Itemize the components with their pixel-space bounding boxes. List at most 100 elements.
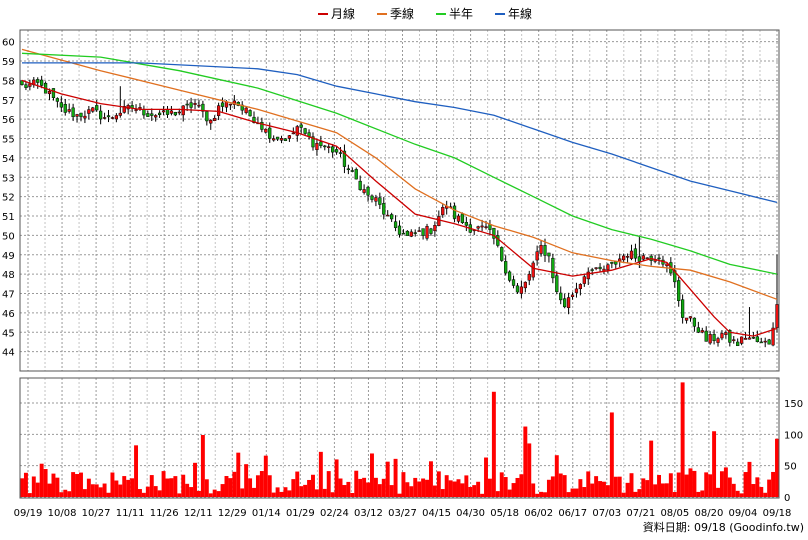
volume-bar (342, 485, 347, 497)
candle-body (201, 103, 205, 112)
price-tick-label: 57 (2, 96, 15, 107)
date-tick-label: 01/14 (252, 508, 281, 519)
volume-bar (279, 491, 284, 497)
volume-bar (653, 484, 658, 497)
price-axis-labels: 44 45 46 47 48 49 50 51 52 53 54 55 56 57 58 59 60 (2, 38, 15, 359)
volume-bar (586, 471, 591, 497)
volume-bar (23, 472, 28, 497)
volume-bar (499, 472, 504, 497)
candle-body (213, 117, 217, 122)
candle-body (700, 330, 704, 333)
volume-bar (43, 469, 48, 497)
legend-label: 月線 (331, 6, 355, 21)
candle-body (610, 261, 614, 264)
volume-bar (47, 483, 52, 497)
volume-bar (562, 475, 567, 497)
candle-body (327, 146, 331, 148)
volume-bar (527, 443, 532, 497)
volume-bar (637, 489, 642, 497)
volume-bar (75, 474, 80, 497)
candle-body (539, 244, 543, 254)
candle-body (507, 271, 512, 281)
volume-bar (495, 491, 500, 497)
candle-body (641, 255, 645, 260)
candle-body (677, 280, 681, 301)
volume-bar (491, 391, 496, 497)
volume-bar (405, 482, 410, 497)
candle-body (578, 284, 583, 290)
candle-body (106, 115, 111, 118)
volume-bar (664, 483, 669, 497)
candle-body (173, 111, 177, 116)
price-tick-label: 51 (2, 212, 15, 223)
volume-bar (452, 481, 457, 497)
candle-body (421, 228, 425, 236)
volume-bar (731, 483, 736, 497)
volume-bar (275, 487, 280, 497)
volume-bar (413, 477, 418, 497)
volume-bar (385, 461, 390, 497)
candle-body (476, 226, 480, 229)
volume-bar (295, 471, 300, 497)
candle-body (378, 197, 382, 205)
candle-body (413, 232, 417, 234)
volume-bar (287, 490, 292, 497)
legend-label: 年線 (508, 6, 532, 21)
volume-bar (153, 486, 158, 497)
candle-body (390, 214, 394, 220)
candle-body (220, 102, 225, 107)
candle-body (515, 285, 520, 293)
candle-body (688, 316, 693, 319)
candle-body (161, 110, 166, 113)
volume-bar (141, 492, 146, 497)
volume-bar (165, 478, 170, 497)
candle-body (429, 228, 433, 234)
volume-bar (649, 440, 654, 497)
candle-body (409, 231, 413, 237)
volume-bar (503, 477, 508, 497)
volume-bar (759, 486, 764, 497)
candle-body (696, 327, 700, 333)
candle-body (177, 111, 181, 114)
ma20-line (21, 79, 778, 337)
price-tick-label: 60 (2, 38, 15, 49)
volume-bar (263, 455, 268, 497)
candle-body (185, 103, 189, 106)
price-tick-label: 58 (2, 76, 15, 87)
volume-bar (546, 479, 551, 497)
volume-bar (771, 471, 776, 497)
volume-bar (204, 479, 209, 497)
candle-body (523, 281, 527, 289)
volume-bar (370, 453, 374, 497)
volume-bar (31, 476, 36, 497)
candle-body (260, 122, 264, 130)
volume-bar (362, 477, 367, 497)
volume-bar (476, 481, 481, 497)
price-tick-label: 55 (2, 135, 15, 146)
candle-body (496, 235, 500, 246)
candle-body (704, 330, 708, 342)
candle-body (519, 286, 524, 294)
volume-bar (609, 412, 614, 497)
candle-body (566, 297, 571, 309)
price-tick-label: 46 (2, 309, 15, 320)
candle-body (55, 98, 60, 102)
volume-bar (208, 493, 213, 497)
volume-bar (428, 461, 433, 497)
volume-bar (224, 476, 229, 497)
candle-body (75, 114, 79, 117)
volume-bar (641, 478, 646, 497)
volume-bar (397, 493, 402, 497)
volume-bar (598, 481, 603, 497)
candle-body (83, 115, 87, 119)
volume-bar (660, 483, 665, 497)
volume-bar (145, 486, 150, 497)
candle-body (193, 103, 197, 105)
date-tick-label: 09/04 (729, 508, 758, 519)
candle-body (535, 251, 539, 261)
candle-body (504, 261, 508, 274)
volume-bar (558, 473, 563, 497)
candle-body (724, 332, 728, 335)
volume-bar (346, 481, 351, 497)
